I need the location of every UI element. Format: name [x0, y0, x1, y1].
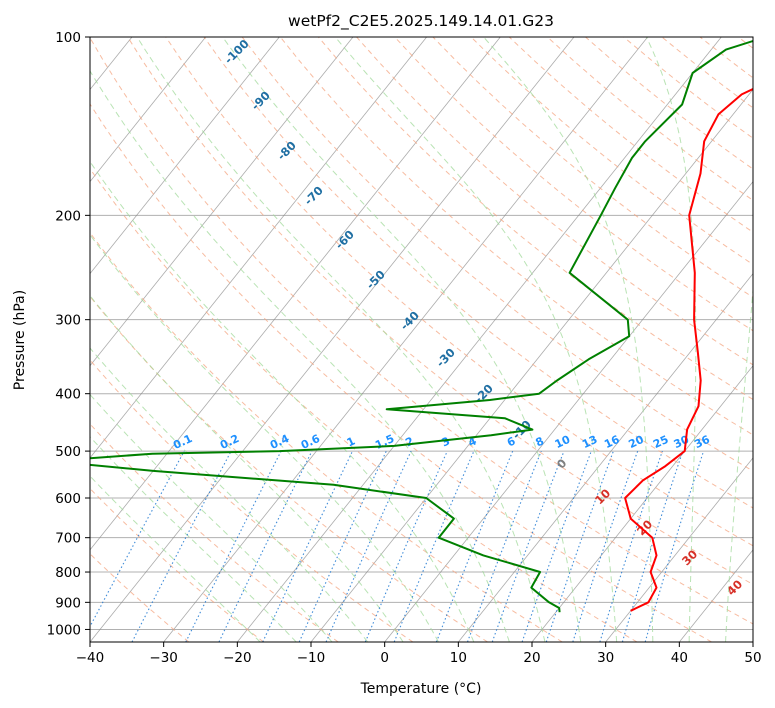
x-tick-label: 20: [523, 650, 540, 666]
mixing-ratio-line: [90, 450, 185, 628]
isotherm-line: [90, 37, 501, 551]
moist-adiabat-line: [725, 284, 753, 642]
y-axis: 1000 900 800 700 600 500 400 300 200 100: [47, 30, 90, 638]
y-tick-label: 200: [55, 208, 81, 224]
dry-adiabat-line: [90, 295, 488, 642]
chart-title: wetPf2_C2E5.2025.149.14.01.G23: [288, 12, 554, 31]
dry-adiabat-line: [90, 487, 264, 642]
dry-adiabat-line: [90, 553, 190, 642]
x-tick-label: 0: [380, 650, 389, 666]
dry-adiabat-line: [165, 37, 753, 547]
y-tick-label: 400: [55, 387, 81, 403]
isotherm-line: [384, 180, 753, 642]
y-axis-label: Pressure (hPa): [12, 290, 28, 390]
x-tick-label: 40: [671, 650, 688, 666]
mixing-ratio-label: 20: [627, 433, 647, 451]
mixing-ratio-line: [572, 450, 639, 642]
dry-adiabat-line: [203, 37, 753, 509]
dry-adiabat-line: [90, 37, 753, 625]
x-tick-label: 30: [597, 650, 614, 666]
mixing-ratio-line: [491, 450, 565, 642]
mixing-ratio-label: 36: [692, 433, 712, 451]
y-tick-label: 700: [55, 531, 81, 547]
y-tick-label: 100: [55, 30, 81, 46]
plot-area: [90, 37, 753, 642]
moist-adiabat-line: [222, 37, 582, 642]
moist-adiabat-line: [90, 475, 261, 642]
isotherm-line: [752, 641, 753, 642]
dry-adiabat-line: [394, 37, 753, 332]
moist-adiabat-line: [90, 233, 439, 642]
x-tick-label: 10: [450, 650, 467, 666]
plot-frame: [89, 36, 754, 643]
mixing-ratio-line: [393, 450, 475, 642]
mixing-ratio-line: [545, 450, 614, 642]
mixing-ratio-line: [621, 450, 684, 642]
mixing-ratio-label: 16: [602, 433, 622, 451]
isotherm-line: [90, 37, 206, 183]
background-lines: [0, 37, 753, 642]
y-tick-label: 600: [55, 491, 81, 507]
x-axis-label: Temperature (°C): [360, 681, 482, 697]
isotherm-line: [605, 457, 753, 642]
dry-adiabat-line: [90, 359, 414, 642]
y-tick-label: 300: [55, 313, 81, 329]
mixing-ratio-line: [364, 450, 448, 642]
mixing-ratio-line: [599, 450, 663, 642]
y-tick-label: 900: [55, 595, 81, 611]
dry-adiabat-line: [90, 103, 712, 642]
mixing-ratio-label: 13: [580, 433, 599, 451]
mixing-ratio-line: [435, 450, 514, 642]
isotherm-line: [163, 37, 648, 642]
isotherm-line: [90, 37, 354, 367]
moist-adiabat-line: [90, 160, 475, 642]
x-tick-label: −20: [223, 650, 252, 666]
x-tick-label: −10: [297, 650, 326, 666]
moist-adiabat-line: [90, 347, 369, 642]
mixing-ratio-label: 25: [651, 433, 670, 451]
dry-adiabat-line: [279, 37, 753, 436]
temperature-profile: [624, 87, 753, 612]
moist-adiabat-line: [90, 69, 510, 642]
y-tick-label: 500: [55, 444, 81, 460]
isotherm-line: [531, 365, 753, 642]
mixing-ratio-line: [325, 450, 412, 642]
isotherm-line: [90, 37, 280, 275]
y-tick-label: 1000: [47, 622, 81, 638]
y-tick-label: 800: [55, 565, 81, 581]
mixing-ratio-line: [466, 450, 542, 642]
x-tick-label: −40: [76, 650, 105, 666]
profile-lines: [90, 39, 753, 613]
mixing-ratio-line: [644, 450, 705, 642]
moist-adiabat-line: [483, 37, 654, 642]
dry-adiabat-line: [90, 231, 563, 642]
x-axis: −40 −30 −20 −10 0 10 20 30 40 50: [76, 642, 762, 666]
x-tick-label: −30: [149, 650, 178, 666]
isotherm-line: [458, 273, 753, 642]
isotherm-line: [90, 37, 427, 459]
dry-adiabat-line: [127, 37, 753, 586]
mixing-ratio-line: [185, 450, 282, 642]
dewpoint-profile: [90, 39, 753, 613]
isotherm-line: [0, 37, 58, 642]
mixing-ratio-label: 10: [553, 433, 573, 451]
mixing-ratio-line: [521, 450, 592, 642]
isotherm-line: [90, 37, 575, 642]
x-tick-label: 50: [744, 650, 761, 666]
dry-adiabat-line: [90, 167, 638, 642]
moist-adiabat-line: [136, 37, 546, 642]
moist-adiabat-line: [90, 294, 404, 642]
moist-adiabat-line: [90, 435, 297, 642]
